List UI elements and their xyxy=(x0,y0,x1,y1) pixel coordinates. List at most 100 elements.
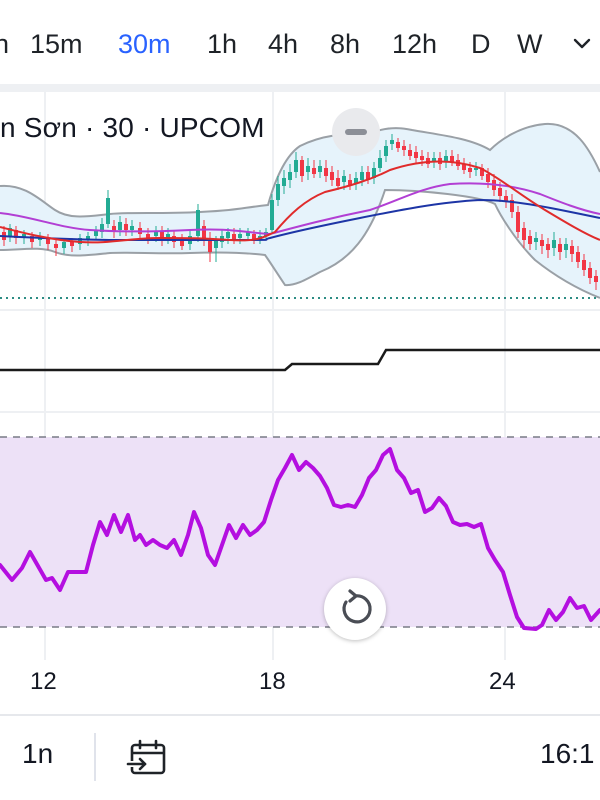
candle-body xyxy=(546,244,550,250)
candle-body xyxy=(336,178,340,186)
ma-red-line xyxy=(0,160,600,244)
timeframe-8h[interactable]: 8h xyxy=(330,29,361,59)
reset-rotate-icon xyxy=(342,589,372,624)
candle-body xyxy=(226,232,230,238)
candle-body xyxy=(300,160,304,176)
candle-body xyxy=(306,166,310,172)
candle-body xyxy=(146,234,150,238)
candle-body xyxy=(208,238,212,252)
timeframe-partial[interactable]: n xyxy=(0,29,10,59)
candle-body xyxy=(522,228,526,240)
candle-body xyxy=(238,234,242,238)
timeframe-toolbar: n 15m 30m 1h 4h 8h 12h D W xyxy=(0,0,600,84)
candle-body xyxy=(510,200,514,212)
candle-body xyxy=(30,236,34,242)
rsi-line xyxy=(0,447,600,631)
candle-body xyxy=(498,188,502,196)
candle-body xyxy=(54,244,58,248)
candle-body xyxy=(62,242,66,248)
timeframe-w[interactable]: W xyxy=(517,29,543,59)
x-axis-label-18: 18 xyxy=(259,668,286,695)
chevron-down-icon[interactable] xyxy=(570,32,594,54)
chart-canvas[interactable] xyxy=(0,92,600,714)
candle-body xyxy=(444,156,448,162)
candle-body xyxy=(594,276,598,282)
candle-body xyxy=(486,174,490,182)
candle-body xyxy=(112,226,116,232)
candle-body xyxy=(282,178,286,186)
symbol-legend-title[interactable]: n Sơn · 30 · UPCOM xyxy=(0,112,265,143)
candle-body xyxy=(14,230,18,238)
candle-body xyxy=(180,238,184,246)
candle-body xyxy=(576,252,580,262)
timeframe-4h[interactable]: 4h xyxy=(268,29,299,59)
timeframe-12h[interactable]: 12h xyxy=(392,29,438,59)
candle-body xyxy=(252,234,256,240)
candle-body xyxy=(570,246,574,254)
candle-body xyxy=(360,172,364,180)
timeframe-15m[interactable]: 15m xyxy=(30,29,83,59)
candle-body xyxy=(582,260,586,270)
candle-body xyxy=(94,230,98,236)
candle-body xyxy=(540,240,544,246)
candle-body xyxy=(384,146,388,156)
candle-body xyxy=(318,166,322,172)
candle-body xyxy=(390,140,394,144)
candle-body xyxy=(342,176,346,182)
candle-body xyxy=(288,172,292,180)
candle-body xyxy=(202,226,206,240)
bollinger-band-fill xyxy=(0,123,600,299)
candle-body xyxy=(552,240,556,248)
candle-body xyxy=(468,168,472,172)
candle-body xyxy=(450,156,454,162)
candle-body xyxy=(366,172,370,180)
candle-body xyxy=(324,168,328,176)
step-indicator-line xyxy=(0,348,600,372)
candle-body xyxy=(432,158,436,162)
candle-body xyxy=(100,224,104,232)
bollinger-upper-line xyxy=(0,122,600,218)
candle-body xyxy=(196,210,200,236)
candle-body xyxy=(528,236,532,244)
candle-body xyxy=(276,184,280,200)
candle-body xyxy=(270,200,274,230)
candle-body xyxy=(516,212,520,232)
candle-body xyxy=(378,158,382,168)
candle-body xyxy=(558,244,562,252)
timeframe-1h[interactable]: 1h xyxy=(207,29,238,59)
candle-body xyxy=(8,228,12,236)
candle-body xyxy=(70,242,74,246)
bottom-separator xyxy=(0,714,600,716)
candle-body xyxy=(348,180,352,186)
candle-body xyxy=(86,236,90,240)
candle-body xyxy=(46,238,50,244)
candle-body xyxy=(214,240,218,248)
candle-body xyxy=(294,160,298,172)
minus-icon xyxy=(345,129,367,135)
candle-body xyxy=(22,234,26,238)
candle-body xyxy=(474,168,478,170)
bottom-toolbar xyxy=(0,716,600,800)
candle-body xyxy=(420,156,424,160)
date-range-button[interactable]: 1n xyxy=(22,738,54,769)
timeframe-d[interactable]: D xyxy=(471,29,491,59)
candle-body xyxy=(480,168,484,176)
candle-body xyxy=(154,232,158,236)
candle-body xyxy=(462,164,466,170)
collapse-legend-button[interactable] xyxy=(332,108,380,156)
candle-body xyxy=(408,150,412,156)
toolbar-separator xyxy=(0,84,600,92)
candle-body xyxy=(330,172,334,180)
candle-body xyxy=(372,168,376,178)
ma-purple-line xyxy=(0,182,600,236)
x-axis-label-12: 12 xyxy=(30,668,57,695)
timeframe-30m[interactable]: 30m xyxy=(118,29,171,59)
calendar-goto-icon[interactable] xyxy=(126,738,170,778)
candle-body xyxy=(588,268,592,278)
candle-body xyxy=(118,222,122,230)
x-axis-label-24: 24 xyxy=(489,668,516,695)
candle-body xyxy=(414,152,418,158)
candle-body xyxy=(232,234,236,240)
candle-body xyxy=(130,226,134,230)
reset-chart-button[interactable] xyxy=(324,578,386,640)
